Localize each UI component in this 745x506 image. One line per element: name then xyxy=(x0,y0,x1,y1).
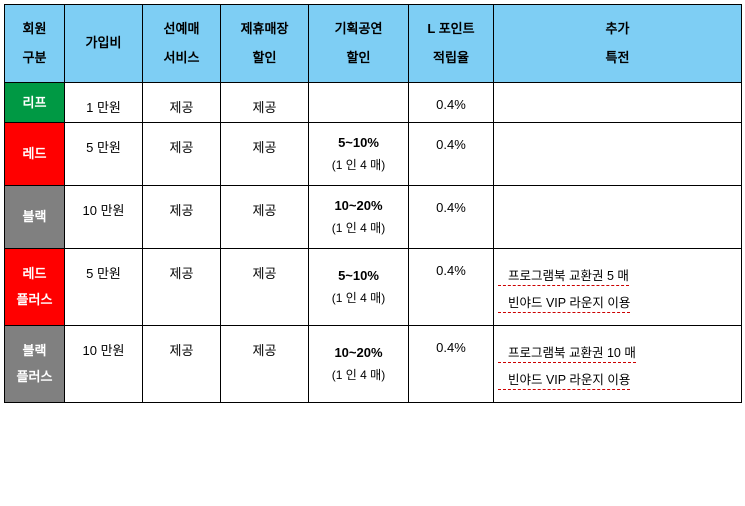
partner-cell: 제공 xyxy=(221,123,309,186)
point-cell: 0.4% xyxy=(409,186,494,249)
extra-benefit-cell xyxy=(494,83,742,123)
membership-table: 회원구분 가입비 선예매서비스 제휴매장할인 기획공연할인 L 포인트적립율 추… xyxy=(4,4,742,403)
partner-cell: 제공 xyxy=(221,83,309,123)
tier-label-black-plus: 블랙플러스 xyxy=(5,326,65,403)
discount-sub: (1 인 4 매) xyxy=(313,156,404,173)
table-row: 레드플러스5 만원제공제공5~10%(1 인 4 매)0.4%프로그램북 교환권… xyxy=(5,249,742,326)
table-row: 블랙플러스10 만원제공제공10~20%(1 인 4 매)0.4%프로그램북 교… xyxy=(5,326,742,403)
table-body: 리프1 만원제공제공0.4%레드5 만원제공제공5~10%(1 인 4 매)0.… xyxy=(5,83,742,403)
point-cell: 0.4% xyxy=(409,123,494,186)
benefit-line: 프로그램북 교환권 10 매 xyxy=(498,342,636,363)
show-discount-cell: 5~10% (1 인 4 매) xyxy=(309,123,409,186)
show-discount-cell: 10~20% (1 인 4 매) xyxy=(309,186,409,249)
prebook-cell: 제공 xyxy=(143,83,221,123)
discount-sub: (1 인 4 매) xyxy=(313,289,404,306)
show-discount-cell xyxy=(309,83,409,123)
fee-cell: 10 만원 xyxy=(65,326,143,403)
table-row: 리프1 만원제공제공0.4% xyxy=(5,83,742,123)
point-cell: 0.4% xyxy=(409,249,494,326)
discount-sub: (1 인 4 매) xyxy=(313,219,404,236)
fee-cell: 10 만원 xyxy=(65,186,143,249)
header-prebook: 선예매서비스 xyxy=(143,5,221,83)
header-row: 회원구분 가입비 선예매서비스 제휴매장할인 기획공연할인 L 포인트적립율 추… xyxy=(5,5,742,83)
tier-label-red: 레드 xyxy=(5,123,65,186)
prebook-cell: 제공 xyxy=(143,249,221,326)
discount-main: 5~10% xyxy=(313,268,404,283)
partner-cell: 제공 xyxy=(221,249,309,326)
header-show: 기획공연할인 xyxy=(309,5,409,83)
header-partner: 제휴매장할인 xyxy=(221,5,309,83)
tier-label-red-plus: 레드플러스 xyxy=(5,249,65,326)
extra-benefit-cell: 프로그램북 교환권 5 매빈야드 VIP 라운지 이용 xyxy=(494,249,742,326)
partner-cell: 제공 xyxy=(221,186,309,249)
benefit-line: 빈야드 VIP 라운지 이용 xyxy=(498,369,630,390)
header-point: L 포인트적립율 xyxy=(409,5,494,83)
point-cell: 0.4% xyxy=(409,83,494,123)
show-discount-cell: 5~10% (1 인 4 매) xyxy=(309,249,409,326)
extra-benefit-cell xyxy=(494,123,742,186)
header-fee: 가입비 xyxy=(65,5,143,83)
benefit-line: 프로그램북 교환권 5 매 xyxy=(498,265,629,286)
fee-cell: 5 만원 xyxy=(65,123,143,186)
point-cell: 0.4% xyxy=(409,326,494,403)
partner-cell: 제공 xyxy=(221,326,309,403)
discount-main: 10~20% xyxy=(313,198,404,213)
header-member: 회원구분 xyxy=(5,5,65,83)
benefit-line: 빈야드 VIP 라운지 이용 xyxy=(498,292,630,313)
table-row: 레드5 만원제공제공5~10%(1 인 4 매)0.4% xyxy=(5,123,742,186)
discount-sub: (1 인 4 매) xyxy=(313,366,404,383)
show-discount-cell: 10~20% (1 인 4 매) xyxy=(309,326,409,403)
prebook-cell: 제공 xyxy=(143,326,221,403)
fee-cell: 1 만원 xyxy=(65,83,143,123)
discount-main: 5~10% xyxy=(313,135,404,150)
extra-benefit-cell xyxy=(494,186,742,249)
tier-label-leaf: 리프 xyxy=(5,83,65,123)
prebook-cell: 제공 xyxy=(143,186,221,249)
extra-benefit-cell: 프로그램북 교환권 10 매빈야드 VIP 라운지 이용 xyxy=(494,326,742,403)
fee-cell: 5 만원 xyxy=(65,249,143,326)
header-extra: 추가특전 xyxy=(494,5,742,83)
prebook-cell: 제공 xyxy=(143,123,221,186)
table-row: 블랙10 만원제공제공10~20%(1 인 4 매)0.4% xyxy=(5,186,742,249)
tier-label-black: 블랙 xyxy=(5,186,65,249)
discount-main: 10~20% xyxy=(313,345,404,360)
